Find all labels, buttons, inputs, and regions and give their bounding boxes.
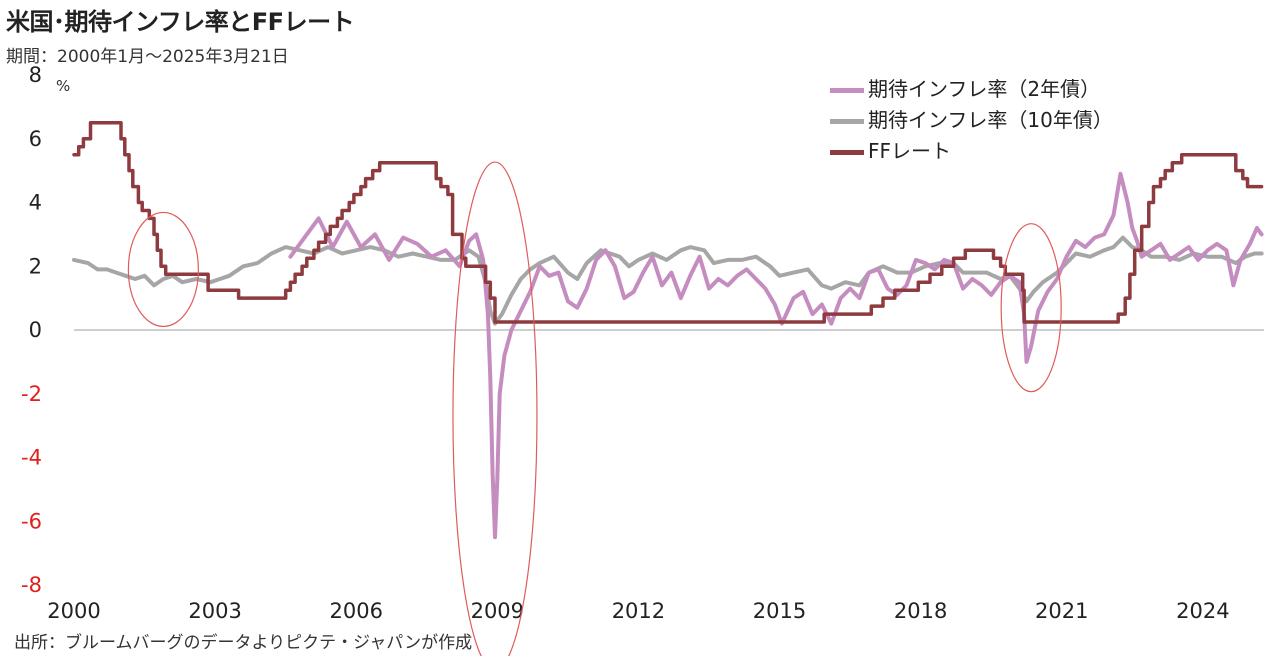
series-line-inflation-2y [288,171,1264,540]
x-tick-label: 2015 [753,599,806,623]
chart-legend: 期待インフレ率（2年債） 期待インフレ率（10年債） FFレート [830,74,1113,167]
y-tick-label: -8 [21,573,42,597]
y-tick-label: 8 [29,63,42,87]
legend-item-inflation-10y: 期待インフレ率（10年債） [830,105,1113,136]
highlight-ellipse [1000,223,1062,393]
legend-swatch-inflation-10y [830,119,864,124]
x-tick-label: 2021 [1035,599,1088,623]
highlight-ellipse [452,161,538,656]
series-line-inflation-10y [72,235,1264,326]
legend-item-inflation-2y: 期待インフレ率（2年債） [830,74,1113,105]
y-tick-label: 4 [29,191,42,215]
x-tick-label: 2012 [612,599,665,623]
chart-title: 米国･期待インフレ率とFFレート [6,8,355,36]
y-tick-label: 6 [29,127,42,151]
y-unit-label: % [56,77,70,95]
y-tick-label: -4 [21,446,42,470]
highlight-ellipse [127,211,199,328]
legend-label-ff-rate: FFレート [868,139,952,163]
legend-swatch-inflation-2y [830,88,864,93]
y-tick-label: -2 [21,382,42,406]
legend-swatch-ff-rate [830,150,864,155]
x-tick-label: 2024 [1176,599,1229,623]
y-tick-label: 0 [29,318,42,342]
legend-item-ff-rate: FFレート [830,136,1113,167]
x-tick-label: 2018 [894,599,947,623]
chart-subtitle: 期間：2000年1月～2025年3月21日 [6,47,289,67]
x-tick-label: 2000 [47,599,100,623]
x-tick-label: 2006 [329,599,382,623]
y-tick-label: 2 [29,254,42,278]
x-tick-label: 2003 [188,599,241,623]
legend-label-inflation-10y: 期待インフレ率（10年債） [868,108,1113,132]
source-note: 出所：ブルームバーグのデータよりピクテ・ジャパンが作成 [14,633,473,653]
legend-label-inflation-2y: 期待インフレ率（2年債） [868,77,1101,101]
x-tick-label: 2009 [471,599,524,623]
series-line-ff-rate [72,121,1264,324]
y-tick-label: -6 [21,509,42,533]
